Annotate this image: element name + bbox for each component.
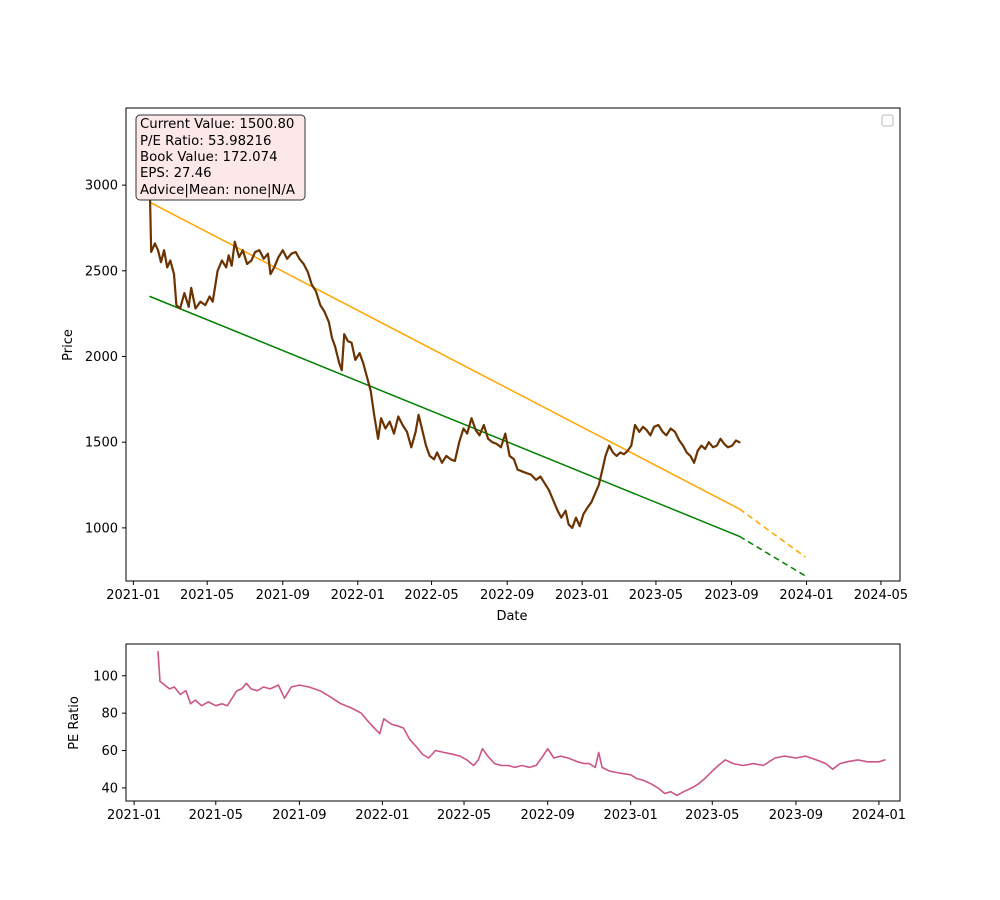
price-x-tick-label: 2024-01 <box>779 588 833 603</box>
price-x-tick-label: 2021-05 <box>180 588 234 603</box>
pe-y-tick-label: 40 <box>101 781 118 796</box>
price-x-tick-label: 2022-05 <box>404 588 458 603</box>
price-axis-ticks: 2021-01 2021-05 2021-09 2022-01 2022-05 2022-… <box>85 179 908 603</box>
pe-y-tick-label: 100 <box>93 669 118 684</box>
price-x-tick-label: 2023-09 <box>704 588 758 603</box>
price-y-tick-label: 1000 <box>85 521 118 536</box>
price-x-tick-label: 2023-05 <box>629 588 683 603</box>
price-chart: 2021-01 2021-05 2021-09 2022-01 2022-05 2022-… <box>61 107 908 624</box>
pe-x-tick-label: 2024-01 <box>852 808 906 823</box>
price-series-upper-trend-forecast <box>739 508 806 558</box>
price-y-tick-label: 2500 <box>85 264 118 279</box>
pe-x-tick-label: 2021-09 <box>272 808 326 823</box>
pe-axis-ticks: 2021-01 2021-05 2021-09 2022-01 2022-05 2022-… <box>93 669 906 823</box>
info-book-value: Book Value: 172.074 <box>140 150 278 165</box>
info-box: Current Value: 1500.80 P/E Ratio: 53.982… <box>135 114 306 201</box>
info-eps: EPS: 27.46 <box>140 166 212 181</box>
info-advice: Advice|Mean: none|N/A <box>140 183 295 198</box>
price-series-lower-trend-line <box>149 295 741 538</box>
price-x-tick-label: 2023-01 <box>555 588 609 603</box>
pe-x-tick-label: 2022-05 <box>437 808 491 823</box>
price-x-axis-label: Date <box>496 609 527 624</box>
price-plot-frame <box>125 107 901 582</box>
pe-plot-frame <box>125 643 901 802</box>
pe-x-tick-label: 2021-01 <box>107 808 161 823</box>
price-x-tick-label: 2022-01 <box>331 588 385 603</box>
price-y-axis-label: Price <box>61 329 76 361</box>
pe-series-PE-Ratio-line <box>157 650 886 797</box>
pe-x-tick-label: 2022-01 <box>355 808 409 823</box>
price-series-lower-trend-forecast <box>739 535 806 577</box>
price-x-tick-label: 2021-09 <box>256 588 310 603</box>
price-x-tick-label: 2024-05 <box>854 588 908 603</box>
pe-y-tick-label: 60 <box>101 744 118 759</box>
price-y-tick-label: 3000 <box>85 179 118 194</box>
pe-y-axis-label: PE Ratio <box>67 696 82 750</box>
pe-y-tick-label: 80 <box>101 707 118 722</box>
price-series-price-line <box>148 196 741 530</box>
price-series-upper-trend-line <box>149 201 741 510</box>
pe-series-group <box>157 650 886 797</box>
info-pe-ratio: P/E Ratio: 53.98216 <box>140 134 271 149</box>
price-series-group <box>148 196 806 577</box>
legend-box <box>881 114 894 127</box>
price-y-tick-label: 1500 <box>85 436 118 451</box>
pe-x-tick-label: 2023-05 <box>685 808 739 823</box>
info-current-value: Current Value: 1500.80 <box>140 117 294 132</box>
pe-x-tick-label: 2023-09 <box>769 808 823 823</box>
info-box-background <box>135 114 306 201</box>
pe-x-tick-label: 2021-05 <box>189 808 243 823</box>
pe-x-tick-label: 2022-09 <box>521 808 575 823</box>
price-x-tick-label: 2022-09 <box>480 588 534 603</box>
pe-x-tick-label: 2023-01 <box>604 808 658 823</box>
price-x-tick-label: 2021-01 <box>106 588 160 603</box>
pe-chart: 2021-01 2021-05 2021-09 2022-01 2022-05 2022-… <box>67 643 906 823</box>
price-y-tick-label: 2000 <box>85 350 118 365</box>
